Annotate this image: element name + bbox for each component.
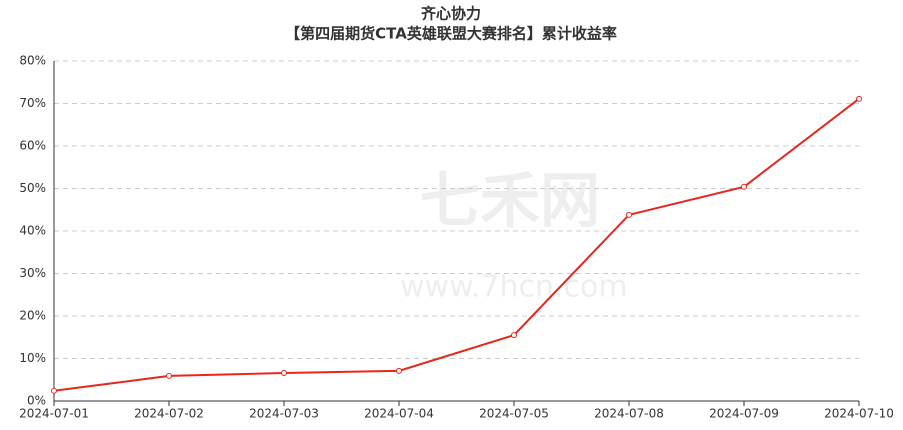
y-tick-label: 70% [19,96,46,110]
y-tick-label: 0% [27,394,46,408]
x-tick-label: 2024-07-03 [249,407,319,421]
chart-title: 齐心协力 [421,5,481,23]
x-tick-label: 2024-07-01 [19,407,89,421]
point [511,332,517,339]
x-tick-label: 2024-07-09 [709,407,779,421]
point [741,183,747,190]
chart-subtitle: 【第四届期货CTA英雄联盟大赛排名】累计收益率 [285,25,617,43]
y-tick-label: 10% [19,351,46,365]
point [166,372,172,379]
y-tick-label: 30% [19,266,46,280]
watermark-url: www.7hcn.com [400,270,628,305]
watermark: 七禾网 [420,167,600,237]
line [53,98,860,392]
point [626,211,632,218]
x-tick-label: 2024-07-08 [594,407,664,421]
point [281,369,287,376]
y-tick-label: 50% [19,181,46,195]
y-tick-label: 60% [19,139,46,153]
point [396,367,402,374]
point [856,95,862,102]
x-tick-label: 2024-07-10 [824,407,894,421]
y-tick-label: 80% [19,54,46,68]
y-tick-label: 40% [19,224,46,238]
point [51,387,57,394]
x-tick-label: 2024-07-02 [134,407,204,421]
y-tick-label: 20% [19,309,46,323]
x-tick-label: 2024-07-04 [364,407,434,421]
x-tick-label: 2024-07-05 [479,407,549,421]
